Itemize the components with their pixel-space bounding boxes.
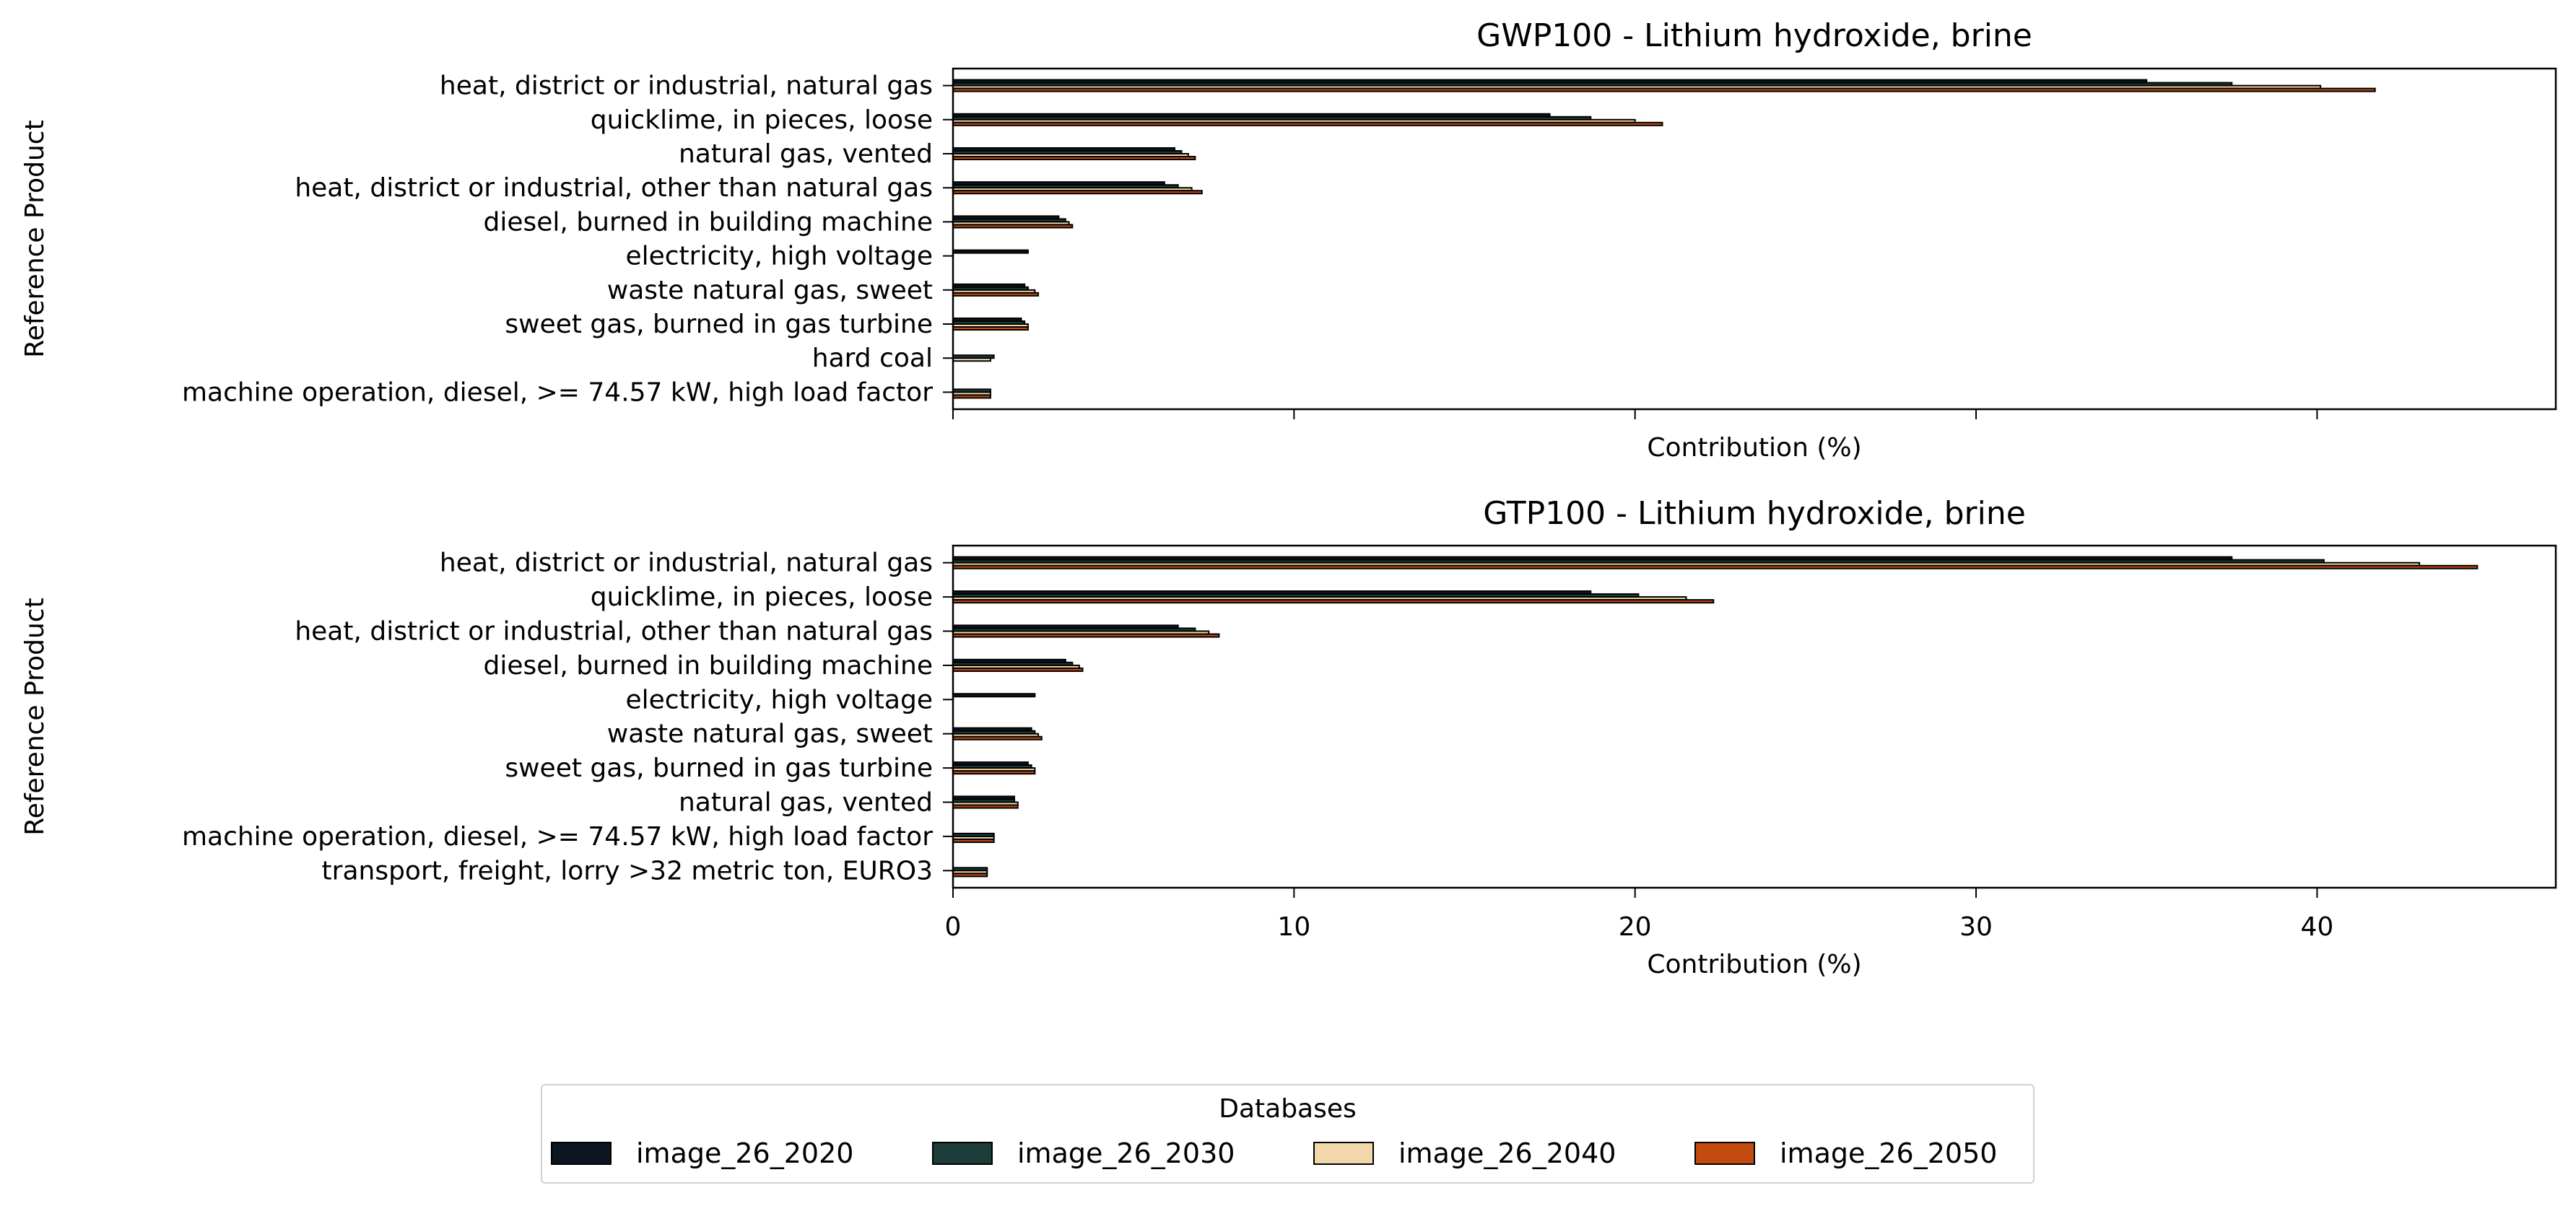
- chart-title: GWP100 - Lithium hydroxide, brine: [1476, 17, 2032, 54]
- bar-image_26_2050: [952, 394, 991, 399]
- x-tick-label: 20: [1619, 912, 1652, 942]
- y-axis-label: Reference Product: [20, 598, 50, 835]
- x-axis-label: Contribution (%): [1647, 950, 1861, 979]
- bar-image_26_2050: [952, 121, 1663, 126]
- bar-image_26_2050: [952, 190, 1203, 195]
- x-tick-label: 10: [1277, 912, 1310, 942]
- bar-image_26_2050: [952, 292, 1040, 297]
- legend-swatch-2030: [932, 1142, 993, 1165]
- category-label: transport, freight, lorry >32 metric ton…: [322, 856, 933, 886]
- legend-label-2050: image_26_2050: [1780, 1137, 1998, 1169]
- category-label: machine operation, diesel, >= 74.57 kW, …: [182, 377, 933, 407]
- legend-item-2020: image_26_2020: [551, 1137, 932, 1169]
- legend-label-2030: image_26_2030: [1017, 1137, 1235, 1169]
- chart-panel-2: GTP100 - Lithium hydroxide, brine heat, d…: [20, 495, 2557, 979]
- category-label: heat, district or industrial, natural ga…: [440, 71, 933, 101]
- bar-image_26_2050: [952, 599, 1715, 604]
- plot-frame: [952, 544, 2557, 889]
- category-label: heat, district or industrial, other than…: [295, 617, 933, 647]
- category-label: natural gas, vented: [679, 139, 933, 169]
- category-label: hard coal: [812, 344, 933, 373]
- legend-swatch-2050: [1694, 1142, 1755, 1165]
- category-label: sweet gas, burned in gas turbine: [505, 310, 933, 339]
- legend-items: image_26_2020 image_26_2030 image_26_204…: [551, 1137, 2076, 1169]
- bar-image_26_2050: [952, 873, 988, 878]
- category-label: natural gas, vented: [679, 788, 933, 818]
- legend-swatch-2040: [1313, 1142, 1374, 1165]
- category-label: quicklime, in pieces, loose: [591, 105, 933, 135]
- legend-title: Databases: [1219, 1094, 1357, 1124]
- chart-title: GTP100 - Lithium hydroxide, brine: [1483, 495, 2026, 532]
- bar-image_26_2050: [952, 224, 1074, 229]
- bar-image_26_2050: [952, 633, 1220, 638]
- category-label: machine operation, diesel, >= 74.57 kW, …: [182, 822, 933, 852]
- x-tick-label: 0: [945, 912, 962, 942]
- category-label: electricity, high voltage: [625, 242, 933, 271]
- category-label: waste natural gas, sweet: [607, 720, 933, 749]
- x-tick-label: 40: [2300, 912, 2333, 942]
- bar-image_26_2050: [952, 667, 1084, 672]
- x-tick-label: 30: [1959, 912, 1993, 942]
- bar-image_26_2040: [952, 357, 991, 362]
- legend-swatch-2020: [551, 1142, 612, 1165]
- category-label: heat, district or industrial, other than…: [295, 173, 933, 203]
- category-label: diesel, burned in building machine: [484, 207, 934, 237]
- bar-image_26_2020: [952, 249, 1029, 254]
- bar-image_26_2050: [952, 326, 1029, 331]
- chart-panel-1: GWP100 - Lithium hydroxide, brine heat, d…: [20, 17, 2557, 463]
- legend-label-2020: image_26_2020: [636, 1137, 854, 1169]
- category-label: heat, district or industrial, natural ga…: [440, 549, 933, 578]
- category-label: waste natural gas, sweet: [607, 276, 933, 305]
- bar-image_26_2050: [952, 770, 1036, 775]
- bar-image_26_2050: [952, 156, 1196, 161]
- bar-image_26_2050: [952, 87, 2376, 92]
- plot-frame: [952, 67, 2557, 411]
- category-label: sweet gas, burned in gas turbine: [505, 753, 933, 783]
- legend-item-2030: image_26_2030: [932, 1137, 1313, 1169]
- x-axis-label: Contribution (%): [1647, 433, 1861, 463]
- legend-item-2050: image_26_2050: [1694, 1137, 2076, 1169]
- category-label: quicklime, in pieces, loose: [591, 582, 933, 612]
- bar-image_26_2050: [952, 804, 1019, 809]
- bar-image_26_2050: [952, 564, 2479, 569]
- y-axis-label: Reference Product: [20, 120, 50, 357]
- category-label: diesel, burned in building machine: [484, 651, 934, 681]
- category-label: electricity, high voltage: [625, 685, 933, 715]
- bar-image_26_2020: [952, 693, 1036, 698]
- bar-image_26_2050: [952, 735, 1043, 740]
- legend-label-2040: image_26_2040: [1398, 1137, 1616, 1169]
- bar-image_26_2050: [952, 838, 995, 843]
- legend-item-2040: image_26_2040: [1313, 1137, 1694, 1169]
- legend: Databases image_26_2020 image_26_2030 im…: [541, 1084, 2035, 1184]
